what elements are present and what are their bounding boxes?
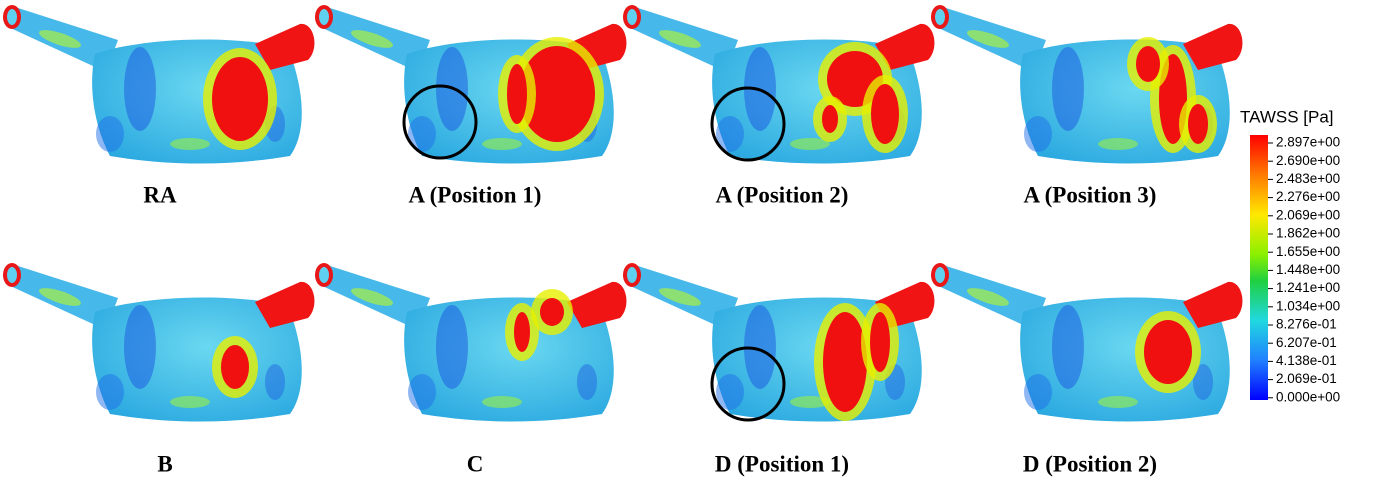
atrium-panel: [315, 263, 626, 422]
atrium-panel: [623, 263, 934, 422]
panel-label: RA: [143, 182, 177, 207]
shear-hotspot: [1136, 46, 1160, 82]
atrium-panel: [931, 263, 1242, 422]
shear-hotspot: [221, 345, 249, 389]
colorbar-tick-label: 2.897e+00: [1276, 135, 1340, 150]
atrium-panel: [931, 5, 1242, 164]
atrium-panel: [3, 5, 314, 164]
shear-hotspot: [1144, 320, 1192, 384]
panel-label: D (Position 1): [715, 451, 849, 476]
colorbar-tick-label: 1.655e+00: [1276, 244, 1340, 259]
atrium-panel: [623, 5, 934, 164]
shear-hotspot: [822, 105, 838, 133]
colorbar-tick-label: 6.207e-01: [1276, 335, 1337, 350]
colorbar-tick-label: 8.276e-01: [1276, 317, 1337, 332]
panel-label: A (Position 3): [1024, 182, 1157, 207]
figure: TAWSS [Pa] 2.897e+00 2.690e+00 2.483e+00 2.…: [0, 0, 1374, 482]
colorbar-tick-label: 2.483e+00: [1276, 171, 1340, 186]
colorbar-tick-label: 1.241e+00: [1276, 280, 1340, 295]
colorbar-tick-label: 2.276e+00: [1276, 189, 1340, 204]
shear-hotspot: [870, 312, 890, 372]
panel-label: B: [157, 451, 172, 476]
atrium-panel: [315, 5, 626, 164]
shear-hotspot: [1188, 104, 1208, 144]
colorbar-tick-label: 1.448e+00: [1276, 262, 1340, 277]
shear-hotspot: [507, 64, 527, 124]
panel-label: C: [467, 451, 484, 476]
shear-hotspot: [514, 312, 530, 352]
shear-hotspot: [212, 57, 268, 141]
colorbar-tick-label: 2.069e-01: [1276, 371, 1337, 386]
colorbar-scale: [1250, 135, 1268, 400]
panels: [3, 5, 1242, 422]
colorbar-tick-label: 1.034e+00: [1276, 298, 1340, 313]
shear-hotspot: [823, 312, 867, 412]
atrium-model: [3, 263, 314, 422]
shear-hotspot: [871, 84, 899, 144]
colorbar: TAWSS [Pa] 2.897e+00 2.690e+00 2.483e+00 2.…: [1240, 107, 1340, 404]
colorbar-tick-label: 0.000e+00: [1276, 389, 1340, 404]
atrium-panel: [3, 263, 314, 422]
colorbar-tick-label: 4.138e-01: [1276, 353, 1337, 368]
panel-label: D (Position 2): [1023, 451, 1157, 476]
panel-label: A (Position 1): [409, 182, 542, 207]
panel-label: A (Position 2): [716, 182, 849, 207]
colorbar-tick-label: 2.690e+00: [1276, 153, 1340, 168]
atrium-model: [315, 263, 626, 422]
shear-hotspot: [540, 298, 564, 326]
colorbar-tick-label: 2.069e+00: [1276, 207, 1340, 222]
colorbar-title: TAWSS [Pa]: [1240, 107, 1334, 126]
colorbar-tick-label: 1.862e+00: [1276, 226, 1340, 241]
